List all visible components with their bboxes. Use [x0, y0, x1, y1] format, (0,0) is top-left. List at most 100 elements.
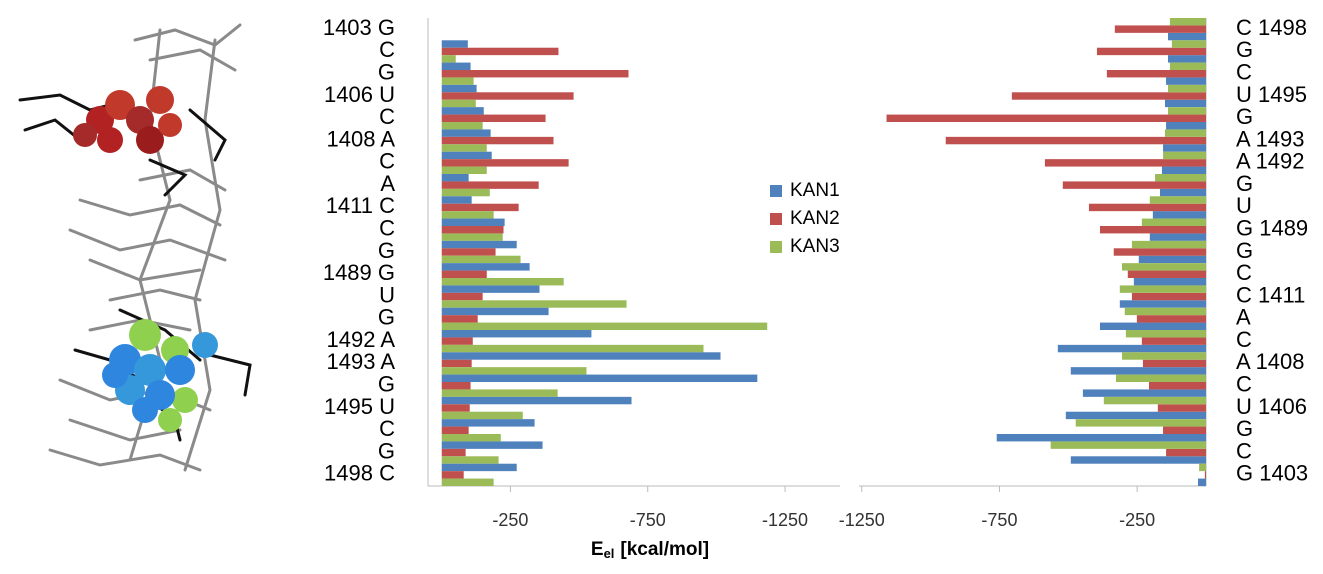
category-label: C 1498: [1236, 15, 1307, 40]
bar: [442, 456, 499, 463]
bar: [442, 441, 543, 448]
bar: [442, 471, 464, 478]
bar: [1132, 241, 1206, 248]
category-label: 1403 G: [323, 15, 395, 40]
category-label: A: [1236, 305, 1251, 330]
x-tick-label: -250: [1119, 510, 1155, 530]
bar: [442, 464, 517, 471]
bar: [442, 167, 487, 174]
bar: [442, 115, 546, 122]
category-label: G: [1236, 416, 1253, 441]
bar: [1166, 449, 1206, 456]
bar: [1166, 122, 1206, 129]
category-label: G 1489: [1236, 216, 1308, 241]
bar: [1160, 189, 1206, 196]
bar: [442, 226, 504, 233]
bar: [1166, 77, 1206, 84]
bar: [442, 181, 539, 188]
category-label: C 1411: [1236, 282, 1305, 307]
bar: [946, 137, 1206, 144]
bar: [1150, 196, 1206, 203]
bar: [1097, 48, 1206, 55]
bar: [442, 122, 483, 129]
bar: [887, 115, 1206, 122]
bar: [442, 174, 469, 181]
bar: [442, 315, 478, 322]
bar: [442, 434, 501, 441]
category-label: G: [378, 438, 395, 463]
bar: [442, 85, 477, 92]
category-label: A 1492: [1236, 149, 1305, 174]
bar: [1172, 40, 1206, 47]
bar: [1165, 100, 1206, 107]
category-label: C: [379, 104, 395, 129]
bar: [442, 137, 554, 144]
bar: [1126, 330, 1206, 337]
bar: [1071, 456, 1206, 463]
category-label: G: [378, 372, 395, 397]
category-label: U: [379, 282, 395, 307]
category-label: 1498 C: [324, 461, 395, 486]
category-label: G: [378, 305, 395, 330]
bar: [1199, 464, 1206, 471]
bar: [1142, 219, 1206, 226]
category-label: C: [1236, 438, 1252, 463]
bar: [1066, 412, 1206, 419]
category-label: U 1495: [1236, 82, 1307, 107]
bar: [442, 55, 456, 62]
bar: [1149, 382, 1206, 389]
bar: [442, 70, 629, 77]
bar: [442, 360, 472, 367]
bar: [442, 233, 503, 240]
category-label: G 1403: [1236, 461, 1308, 486]
category-label: U: [1236, 193, 1252, 218]
bar: [1116, 375, 1206, 382]
x-label-subscript: el: [604, 546, 615, 561]
bar: [1125, 308, 1206, 315]
bar: [1155, 174, 1206, 181]
x-axis-label: Eel [kcal/mol]: [591, 539, 709, 561]
bar: [1122, 263, 1206, 270]
category-label: 1495 U: [324, 394, 395, 419]
bar: [1120, 300, 1206, 307]
bar: [442, 337, 473, 344]
x-tick-label: -750: [981, 510, 1017, 530]
category-label: G: [1236, 104, 1253, 129]
category-label: C: [379, 149, 395, 174]
bar: [1168, 107, 1206, 114]
bar: [442, 397, 632, 404]
category-label: 1493 A: [326, 349, 395, 374]
bar: [1142, 337, 1206, 344]
bar: [442, 189, 490, 196]
bar: [442, 330, 592, 337]
bar: [442, 293, 483, 300]
bar: [442, 323, 767, 330]
bar: [1165, 129, 1206, 136]
bar: [1132, 293, 1206, 300]
category-label: A 1408: [1236, 349, 1305, 374]
bar: [1205, 471, 1206, 478]
bar: [1158, 404, 1206, 411]
bar: [1122, 352, 1206, 359]
x-label-unit: [kcal/mol]: [620, 539, 709, 560]
bar: [1063, 181, 1206, 188]
bar: [442, 427, 469, 434]
bar: [442, 100, 476, 107]
legend-swatch: [770, 213, 782, 225]
molecule-image: [20, 25, 250, 470]
bar: [442, 248, 496, 255]
bar: [442, 419, 535, 426]
bar: [1163, 427, 1206, 434]
bar: [442, 152, 492, 159]
bar: [442, 204, 519, 211]
x-tick-label: -750: [630, 510, 666, 530]
bar: [1163, 144, 1206, 151]
bar: [442, 278, 564, 285]
x-label-symbol: E: [591, 539, 604, 560]
bar: [442, 107, 484, 114]
bar: [997, 434, 1206, 441]
category-label: 1489 G: [323, 260, 395, 285]
bar: [442, 367, 587, 374]
bar: [1051, 441, 1206, 448]
bar: [1168, 33, 1206, 40]
